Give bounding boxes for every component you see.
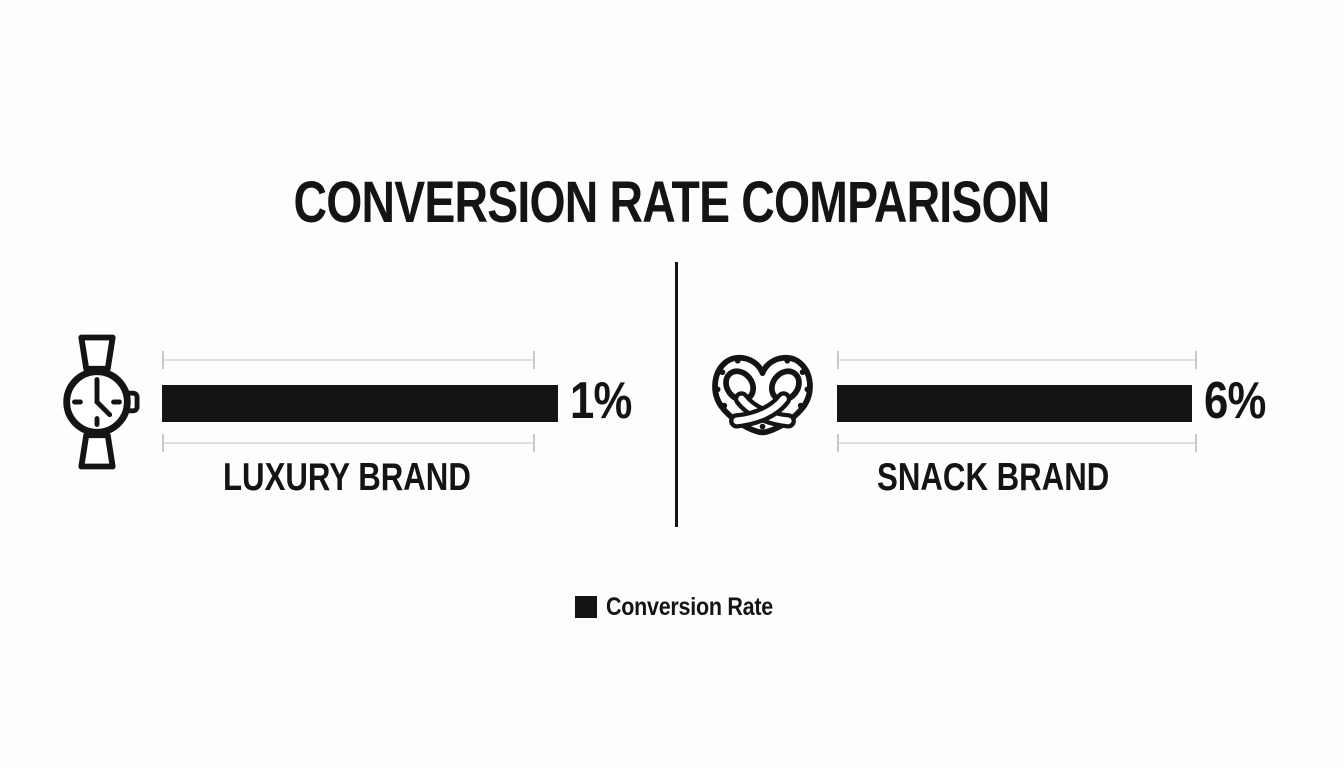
legend-label: Conversion Rate: [606, 593, 773, 621]
value-label-luxury: 1%: [570, 372, 632, 430]
watch-icon: [63, 334, 140, 470]
value-label-snack: 6%: [1204, 372, 1266, 430]
conversion-bar-snack: [837, 385, 1192, 422]
bar-scale-bracket-bottom-right: [837, 434, 1197, 452]
bar-scale-bracket-top-right: [837, 351, 1197, 369]
category-label-snack: SNACK BRAND: [876, 456, 1110, 499]
bar-scale-bracket-bottom-left: [162, 434, 535, 452]
bar-scale-bracket-top-left: [162, 351, 535, 369]
pretzel-icon: [712, 354, 813, 436]
category-label-luxury: LUXURY BRAND: [223, 456, 471, 499]
legend: Conversion Rate: [575, 594, 800, 620]
panel-divider: [675, 262, 678, 527]
legend-swatch: [575, 596, 597, 618]
chart-title: CONVERSION RATE COMPARISON: [293, 169, 1051, 235]
conversion-bar-luxury: [162, 385, 558, 422]
